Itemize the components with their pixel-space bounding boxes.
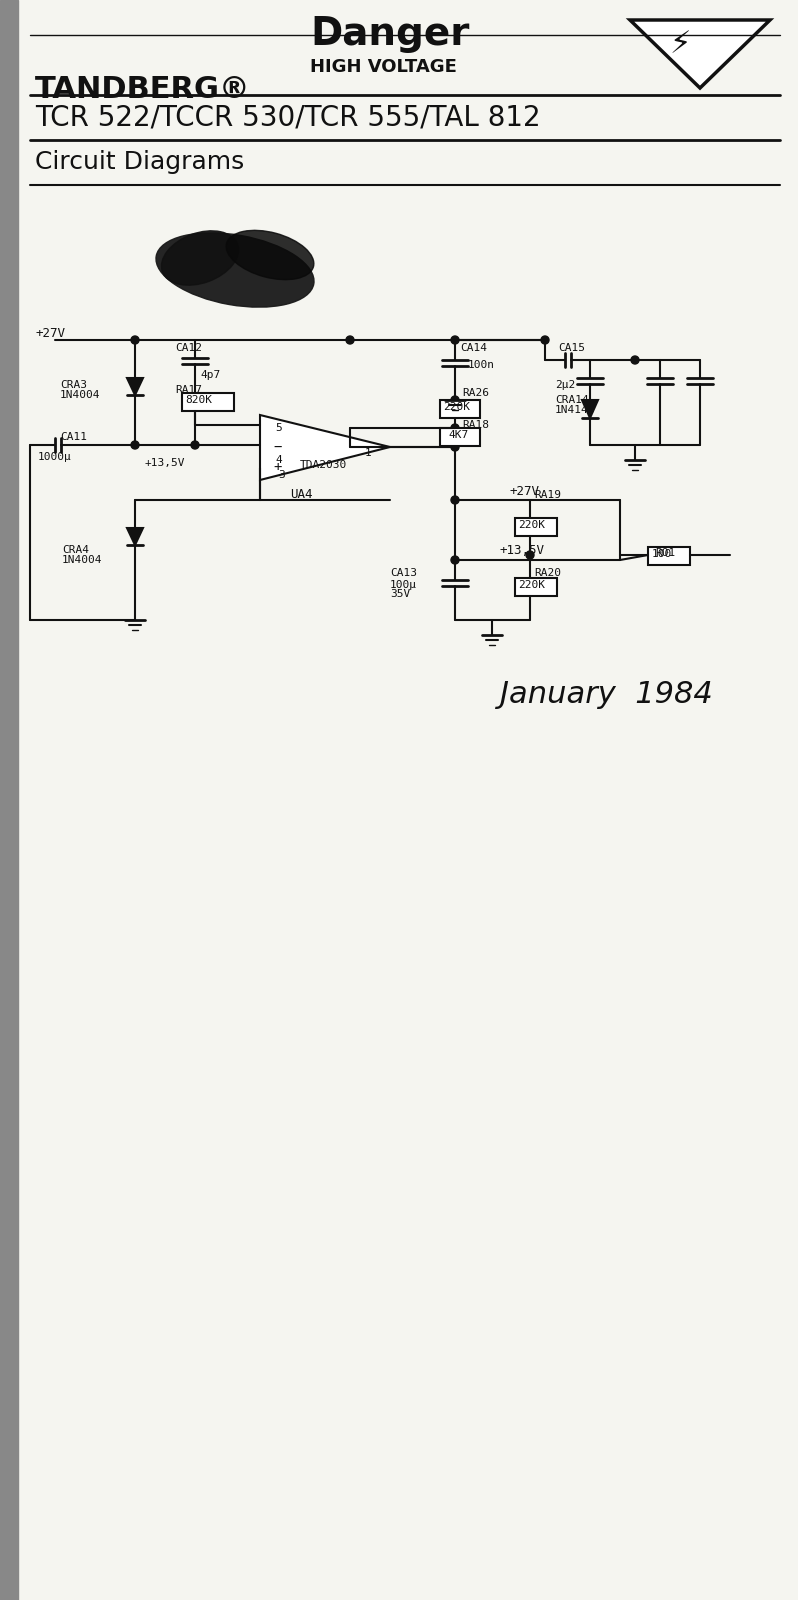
Ellipse shape xyxy=(161,230,239,285)
Text: +13,5V: +13,5V xyxy=(500,544,545,557)
Circle shape xyxy=(631,357,639,365)
Text: 820K: 820K xyxy=(185,395,212,405)
Text: RA17: RA17 xyxy=(175,386,202,395)
Polygon shape xyxy=(630,19,770,88)
Circle shape xyxy=(451,336,459,344)
Ellipse shape xyxy=(226,230,314,280)
Circle shape xyxy=(451,424,459,432)
Circle shape xyxy=(451,395,459,403)
Text: RA26: RA26 xyxy=(462,387,489,398)
Circle shape xyxy=(191,442,199,450)
Text: +13,5V: +13,5V xyxy=(145,458,185,467)
Circle shape xyxy=(451,443,459,451)
Text: +: + xyxy=(273,461,282,474)
Text: −: − xyxy=(273,440,282,454)
Circle shape xyxy=(451,496,459,504)
Text: 1N4148: 1N4148 xyxy=(555,405,595,414)
Text: TANDBERG®: TANDBERG® xyxy=(35,75,251,104)
Text: 220K: 220K xyxy=(518,520,545,530)
Text: RA18: RA18 xyxy=(462,419,489,430)
Text: CRA3: CRA3 xyxy=(60,379,87,390)
Polygon shape xyxy=(127,528,143,546)
Circle shape xyxy=(131,442,139,450)
Text: CA13: CA13 xyxy=(390,568,417,578)
Bar xyxy=(182,394,234,411)
Text: 100n: 100n xyxy=(468,360,495,370)
Text: 1000μ: 1000μ xyxy=(38,451,72,462)
Text: CRA4: CRA4 xyxy=(62,546,89,555)
Text: CRA14: CRA14 xyxy=(555,395,589,405)
Text: RA20: RA20 xyxy=(534,568,561,578)
Polygon shape xyxy=(127,378,143,395)
Polygon shape xyxy=(260,414,390,480)
Polygon shape xyxy=(582,400,598,418)
Ellipse shape xyxy=(156,234,314,307)
Text: CA14: CA14 xyxy=(460,342,487,354)
Text: HIGH VOLTAGE: HIGH VOLTAGE xyxy=(310,58,457,75)
Text: RA19: RA19 xyxy=(534,490,561,499)
Circle shape xyxy=(451,557,459,565)
Text: 220K: 220K xyxy=(518,579,545,590)
Text: 1N4004: 1N4004 xyxy=(60,390,101,400)
Bar xyxy=(440,400,480,418)
Circle shape xyxy=(541,336,549,344)
Text: 100μ: 100μ xyxy=(390,579,417,590)
Circle shape xyxy=(526,550,534,558)
Text: 35V: 35V xyxy=(390,589,410,598)
Text: 220K: 220K xyxy=(443,402,470,411)
Text: TDA2030: TDA2030 xyxy=(300,461,347,470)
Text: CA12: CA12 xyxy=(175,342,202,354)
Bar xyxy=(0,0,18,1600)
Text: +27V: +27V xyxy=(510,485,540,498)
Text: January  1984: January 1984 xyxy=(500,680,713,709)
Bar xyxy=(515,518,557,536)
Text: 4: 4 xyxy=(275,454,282,466)
Text: CA11: CA11 xyxy=(60,432,87,442)
Text: 100: 100 xyxy=(652,549,672,558)
Text: Danger: Danger xyxy=(310,14,469,53)
Text: 5: 5 xyxy=(275,422,282,434)
Text: +27V: +27V xyxy=(35,326,65,341)
Circle shape xyxy=(346,336,354,344)
Text: ⚡: ⚡ xyxy=(670,30,691,59)
Text: UA4: UA4 xyxy=(290,488,313,501)
Text: 2μ2: 2μ2 xyxy=(555,379,575,390)
Text: 1: 1 xyxy=(365,448,372,458)
Bar xyxy=(440,427,480,446)
Text: RO1: RO1 xyxy=(655,547,675,558)
Text: 1N4004: 1N4004 xyxy=(62,555,102,565)
Bar xyxy=(515,578,557,595)
Text: CA15: CA15 xyxy=(558,342,585,354)
Text: 3: 3 xyxy=(278,470,285,480)
Text: TCR 522/TCCR 530/TCR 555/TAL 812: TCR 522/TCCR 530/TCR 555/TAL 812 xyxy=(35,102,540,131)
Text: 4K7: 4K7 xyxy=(448,430,468,440)
Text: 4p7: 4p7 xyxy=(200,370,220,379)
Text: Circuit Diagrams: Circuit Diagrams xyxy=(35,150,244,174)
Bar xyxy=(648,547,690,565)
Circle shape xyxy=(131,336,139,344)
